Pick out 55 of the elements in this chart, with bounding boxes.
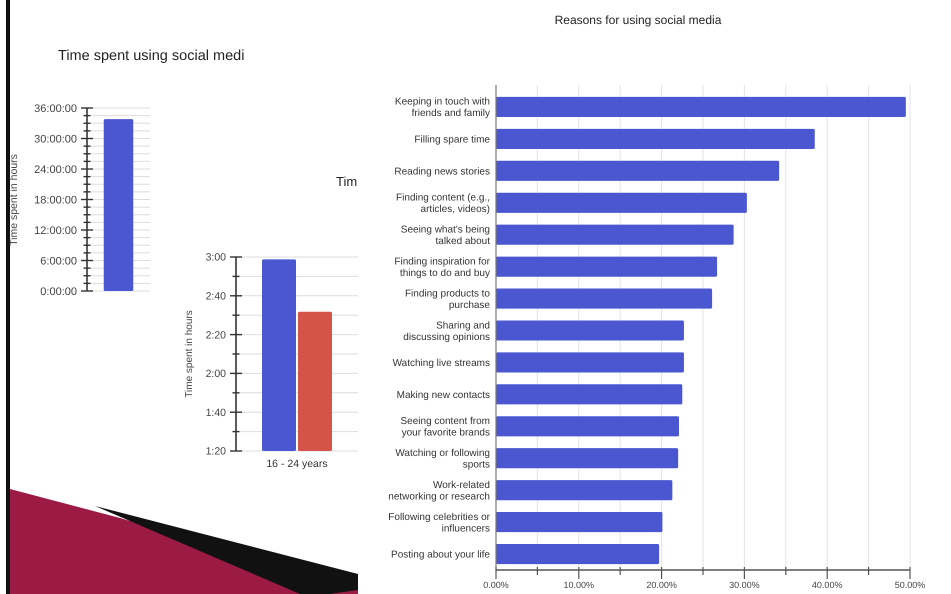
y-tick-label: 30:00:00: [34, 133, 77, 146]
y-tick-label: Seeing content from your favorite brands: [400, 416, 490, 439]
bar: [496, 416, 679, 436]
chart-title: Tim: [336, 174, 358, 189]
y-tick-label: Finding inspiration for things to do and buy: [394, 256, 491, 279]
y-tick-label: Making new contacts: [396, 390, 490, 401]
y-tick-label: Filling spare time: [414, 134, 490, 146]
y-tick-label: Keeping in touch with friends and family: [394, 96, 490, 120]
y-tick-label: 6:00:00: [40, 255, 77, 268]
bar: [496, 384, 682, 404]
y-tick-label: 2:00: [206, 368, 226, 380]
bar: [496, 544, 660, 564]
y-tick-label: 2:40: [206, 290, 226, 302]
y-tick-label: Following celebrities or influencers: [388, 512, 491, 534]
bar: [496, 256, 718, 277]
bar: [496, 160, 780, 181]
bar: [496, 224, 734, 245]
x-tick-label: 10.00%: [564, 580, 594, 590]
y-tick-label: Seeing what's being talked about: [400, 224, 490, 247]
x-tick-label: 0.00%: [483, 580, 509, 590]
y-axis-title: Time spent in hours: [8, 154, 20, 246]
y-tick-label: 24:00:00: [34, 164, 77, 176]
bar: [496, 352, 684, 372]
y-tick-label: Finding content (e.g., articles, videos): [396, 192, 490, 216]
y-tick-label: 12:00:00: [34, 224, 77, 237]
bar: [496, 480, 672, 500]
y-tick-label: 18:00:00: [34, 194, 77, 206]
y-tick-label: 1:20: [206, 446, 226, 458]
y-tick-label: 2:20: [206, 329, 226, 342]
y-tick-label: 1:40: [206, 406, 226, 419]
x-tick-label: 20.00%: [646, 580, 677, 590]
y-tick-label: Watching live streams: [392, 358, 490, 369]
y-tick-label: Finding products to purchase: [404, 288, 490, 311]
y-axis-title: Time spent in hours: [184, 310, 195, 398]
bar: [496, 192, 747, 213]
x-tick-label: 40.00%: [812, 580, 842, 590]
y-tick-label: 3:00: [206, 252, 226, 264]
chart-title: Reasons for using social media: [554, 13, 722, 27]
bar: [496, 96, 906, 118]
y-tick-label: Watching or following sports: [395, 448, 490, 470]
bar: [496, 448, 678, 468]
y-tick-label: Posting about your life: [391, 550, 490, 561]
bar: [496, 288, 712, 309]
x-tick-label: 16 - 24 years: [266, 458, 328, 470]
chart-title: Time spent using social medi: [58, 48, 244, 64]
y-tick-label: 36:00:00: [34, 102, 77, 115]
y-tick-label: Sharing and discussing opinions: [403, 320, 490, 343]
bar: [496, 320, 684, 341]
y-tick-label: Reading news stories: [394, 166, 490, 178]
bar: [496, 512, 662, 532]
x-tick-label: 50.00%: [894, 580, 926, 590]
bar: [496, 128, 815, 149]
y-tick-label: 0:00:00: [40, 286, 77, 298]
y-tick-label: Work-related networking or research: [388, 480, 490, 502]
x-tick-label: 30.00%: [729, 580, 760, 590]
